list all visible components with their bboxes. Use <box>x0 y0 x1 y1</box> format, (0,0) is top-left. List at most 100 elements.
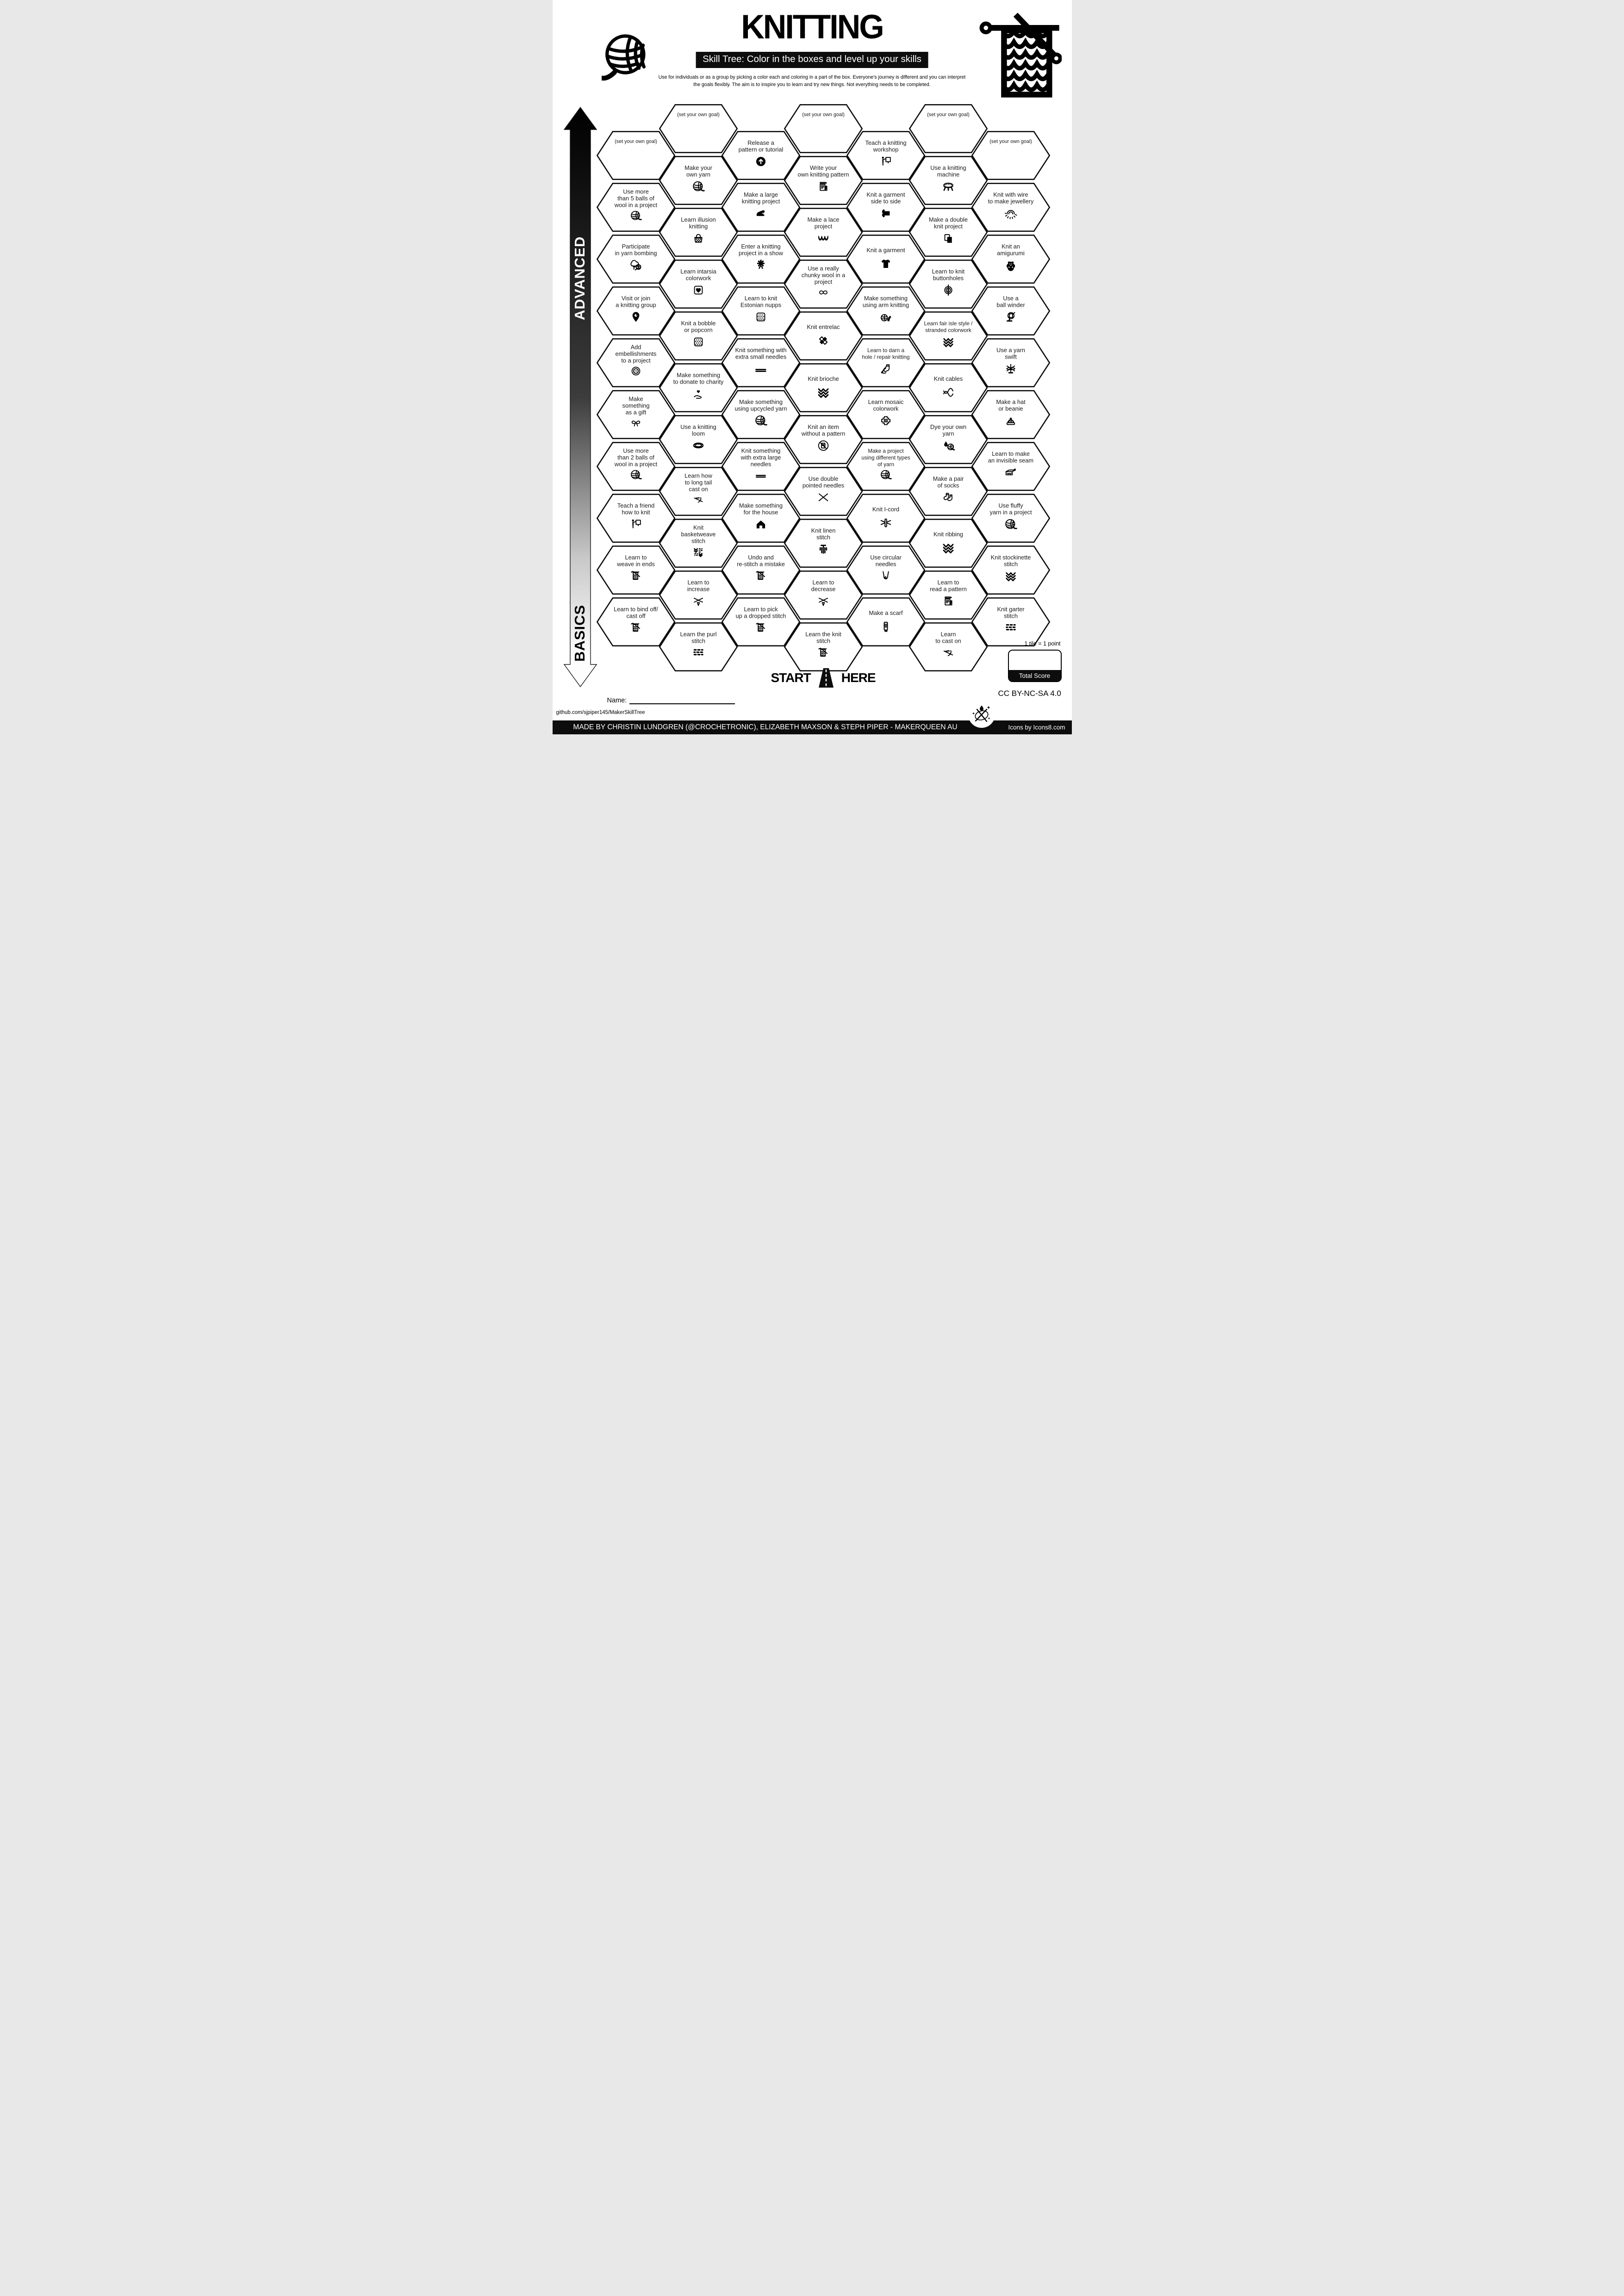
hex-tile[interactable] <box>971 338 1050 387</box>
hex-0-6-use-more-than-2-balls-of-wool-in-a-project[interactable]: Use more than 2 balls of wool in a project <box>596 442 675 491</box>
hex-6-6-learn-to-make-an-invisible-seam[interactable]: Learn to make an invisible seam <box>971 442 1050 491</box>
hex-tile[interactable] <box>908 519 988 568</box>
hex-tile[interactable] <box>721 235 800 284</box>
hex-6-8-knit-stockinette-stitch[interactable]: Knit stockinette stitch <box>971 546 1050 595</box>
hex-1-4-knit-a-bobble-or-popcorn[interactable]: Knit a bobble or popcorn <box>659 311 738 360</box>
hex-tile[interactable] <box>846 494 925 543</box>
hex-0-5-make-something-as-a-gift[interactable]: Make something as a gift <box>596 390 675 439</box>
hex-tile[interactable] <box>721 338 800 387</box>
hex-4-9-make-a-scarf[interactable]: Make a scarf <box>846 597 925 646</box>
hex-tile[interactable] <box>846 390 925 439</box>
hex-tile[interactable] <box>659 260 738 309</box>
hex-tile[interactable] <box>596 131 675 180</box>
hex-tile[interactable] <box>596 235 675 284</box>
hex-tile[interactable] <box>721 442 800 491</box>
hex-tile[interactable] <box>596 338 675 387</box>
hex-2-4-knit-something-with-extra-small-needles[interactable]: Knit something with extra small needles <box>721 338 800 387</box>
hex-3-2-make-a-lace-project[interactable]: Make a lace project <box>784 208 863 257</box>
hex-5-8-knit-ribbing[interactable]: Knit ribbing <box>908 519 988 568</box>
hex-tile[interactable] <box>846 442 925 491</box>
hex-tile[interactable] <box>784 311 863 360</box>
hex-tile[interactable] <box>908 156 988 205</box>
hex-tile[interactable] <box>784 571 863 620</box>
hex-2-2-enter-a-knitting-project-in-a-show[interactable]: Enter a knitting project in a show <box>721 235 800 284</box>
hex-1-7-learn-how-to-long-tail-cast-on[interactable]: Learn how to long tail cast on <box>659 467 738 516</box>
hex-0-7-teach-a-friend-how-to-knit[interactable]: Teach a friend how to knit <box>596 494 675 543</box>
hex-5-3-learn-to-knit-buttonholes[interactable]: Learn to knit buttonholes <box>908 260 988 309</box>
hex-tile[interactable] <box>908 415 988 464</box>
hex-tile[interactable] <box>784 260 863 309</box>
hex-tile[interactable] <box>908 363 988 412</box>
hex-tile[interactable] <box>659 208 738 257</box>
hex-6-1-knit-with-wire-to-make-jewellery[interactable]: Knit with wire to make jewellery <box>971 183 1050 232</box>
hex-6-9-knit-garter-stitch[interactable]: Knit garter stitch <box>971 597 1050 646</box>
hex-0-9-learn-to-bind-off-cast-off[interactable]: Learn to bind off/cast off <box>596 597 675 646</box>
hex-tile[interactable] <box>908 622 988 671</box>
hex-3-6-knit-an-item-without-a-pattern[interactable]: Knit an item without a pattern <box>784 415 863 464</box>
hex-2-7-make-something-for-the-house[interactable]: Make something for the house <box>721 494 800 543</box>
hex-3-0-set-your-own-goal[interactable]: (set your own goal) <box>784 104 863 153</box>
hex-tile[interactable] <box>596 597 675 646</box>
hex-4-3-make-something-using-arm-knitting[interactable]: Make something using arm knitting <box>846 286 925 335</box>
hex-tile[interactable] <box>971 442 1050 491</box>
hex-tile[interactable] <box>596 390 675 439</box>
hex-tile[interactable] <box>908 467 988 516</box>
hex-1-3-learn-intarsia-colorwork[interactable]: Learn intarsia colorwork <box>659 260 738 309</box>
hex-5-7-make-a-pair-of-socks[interactable]: Make a pair of socks <box>908 467 988 516</box>
hex-4-7-knit-i-cord[interactable]: Knit I-cord <box>846 494 925 543</box>
hex-tile[interactable] <box>846 286 925 335</box>
hex-4-4-learn-to-darn-a-hole-repair-knitting[interactable]: Learn to darn a hole / repair knitting <box>846 338 925 387</box>
hex-2-6-knit-something-with-extra-large-needles[interactable]: Knit something with extra large needles <box>721 442 800 491</box>
hex-tile[interactable] <box>846 183 925 232</box>
hex-tile[interactable] <box>971 183 1050 232</box>
hex-tile[interactable] <box>659 571 738 620</box>
hex-tile[interactable] <box>784 363 863 412</box>
hex-4-8-use-circular-needles[interactable]: Use circular needles <box>846 546 925 595</box>
hex-tile[interactable] <box>908 104 988 153</box>
hex-tile[interactable] <box>659 311 738 360</box>
hex-tile[interactable] <box>784 104 863 153</box>
hex-5-5-knit-cables[interactable]: Knit cables <box>908 363 988 412</box>
hex-tile[interactable] <box>659 156 738 205</box>
hex-5-1-use-a-knitting-machine[interactable]: Use a knitting machine <box>908 156 988 205</box>
hex-5-0-set-your-own-goal[interactable]: (set your own goal) <box>908 104 988 153</box>
hex-tile[interactable] <box>659 104 738 153</box>
hex-tile[interactable] <box>721 183 800 232</box>
hex-tile[interactable] <box>721 390 800 439</box>
hex-tile[interactable] <box>908 260 988 309</box>
hex-6-0-set-your-own-goal[interactable]: (set your own goal) <box>971 131 1050 180</box>
hex-1-8-knit-basketweave-stitch[interactable]: Knit basketweave stitch <box>659 519 738 568</box>
hex-tile[interactable] <box>908 571 988 620</box>
hex-0-3-visit-or-join-a-knitting-group[interactable]: Visit or join a knitting group <box>596 286 675 335</box>
hex-0-2-participate-in-yarn-bombing[interactable]: Participate in yarn bombing <box>596 235 675 284</box>
hex-tile[interactable] <box>721 494 800 543</box>
hex-tile[interactable] <box>784 208 863 257</box>
hex-6-2-knit-an-amigurumi[interactable]: Knit an amigurumi <box>971 235 1050 284</box>
hex-tile[interactable] <box>784 622 863 671</box>
hex-1-1-make-your-own-yarn[interactable]: Make your own yarn <box>659 156 738 205</box>
hex-1-0-set-your-own-goal[interactable]: (set your own goal) <box>659 104 738 153</box>
hex-tile[interactable] <box>971 390 1050 439</box>
hex-2-1-make-a-large-knitting-project[interactable]: Make a large knitting project <box>721 183 800 232</box>
hex-1-10-learn-the-purl-stitch[interactable]: Learn the purl stitch <box>659 622 738 671</box>
hex-tile[interactable] <box>784 415 863 464</box>
hex-tile[interactable] <box>846 235 925 284</box>
hex-tile[interactable] <box>596 183 675 232</box>
hex-tile[interactable] <box>659 467 738 516</box>
hex-0-8-learn-to-weave-in-ends[interactable]: Learn to weave in ends <box>596 546 675 595</box>
hex-tile[interactable] <box>659 622 738 671</box>
hex-3-1-write-your-own-knitting-pattern[interactable]: Write your own knitting pattern <box>784 156 863 205</box>
hex-4-1-knit-a-garment-side-to-side[interactable]: Knit a garment side to side <box>846 183 925 232</box>
hex-1-2-learn-illusion-knitting[interactable]: Learn illusion knitting <box>659 208 738 257</box>
name-input-line[interactable] <box>629 697 735 704</box>
hex-tile[interactable] <box>784 519 863 568</box>
hex-tile[interactable] <box>784 467 863 516</box>
hex-tile[interactable] <box>784 156 863 205</box>
hex-4-0-teach-a-knitting-workshop[interactable]: Teach a knitting workshop <box>846 131 925 180</box>
hex-1-9-learn-to-increase[interactable]: Learn to increase <box>659 571 738 620</box>
hex-3-9-learn-to-decrease[interactable]: Learn to decrease <box>784 571 863 620</box>
hex-2-0-release-a-pattern-or-tutorial[interactable]: Release a pattern or tutorial <box>721 131 800 180</box>
hex-4-5-learn-mosaic-colorwork[interactable]: Learn mosaic colorwork <box>846 390 925 439</box>
hex-3-10-learn-the-knit-stitch[interactable]: Learn the knit stitch <box>784 622 863 671</box>
hex-tile[interactable] <box>908 311 988 360</box>
